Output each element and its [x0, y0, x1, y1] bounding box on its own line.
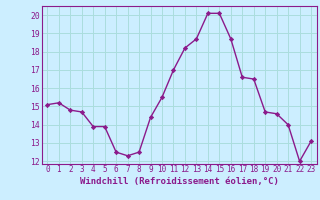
X-axis label: Windchill (Refroidissement éolien,°C): Windchill (Refroidissement éolien,°C)	[80, 177, 279, 186]
